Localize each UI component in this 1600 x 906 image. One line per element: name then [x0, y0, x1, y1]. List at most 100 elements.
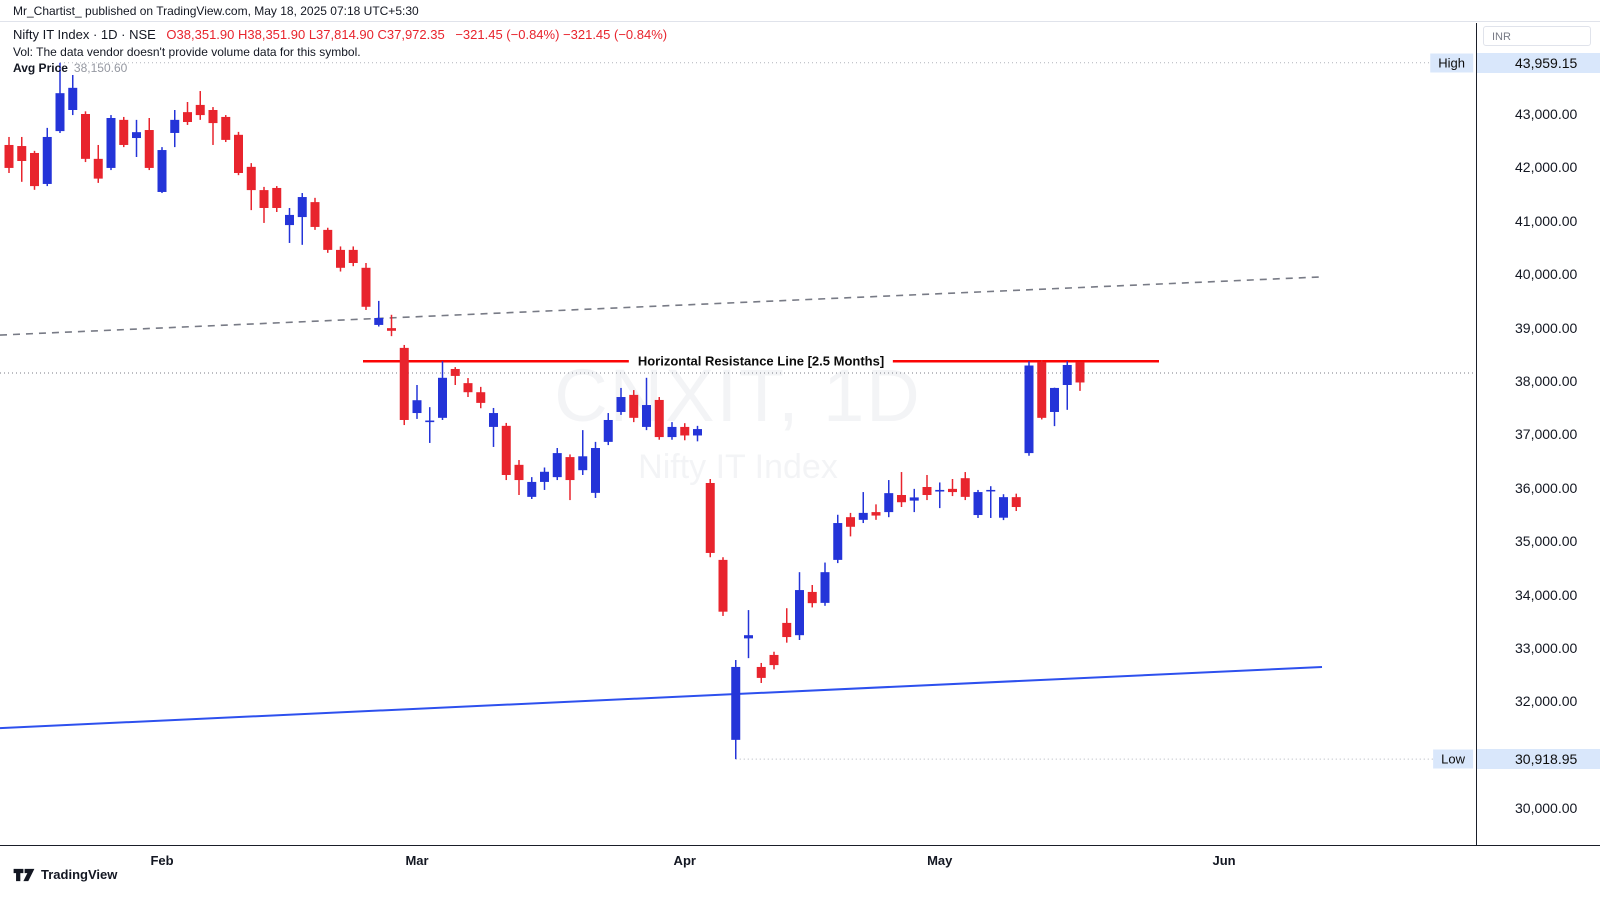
- price-tick-label: 39,000.00: [1515, 319, 1578, 336]
- tradingview-logo-icon: [13, 868, 35, 881]
- candle-body: [387, 328, 396, 331]
- candle-body: [93, 158, 103, 179]
- legend-ohlc: O38,351.90 H38,351.90 L37,814.90 C37,972…: [166, 27, 445, 42]
- candle-body: [81, 114, 90, 159]
- candle-body: [807, 591, 817, 604]
- candle-body: [731, 666, 741, 740]
- candle-body: [999, 497, 1008, 518]
- candle-body: [463, 383, 473, 393]
- candle-body: [527, 481, 537, 497]
- price-tick-label: 40,000.00: [1515, 266, 1578, 283]
- legend-avg-price-row: Avg Price 38,150.60: [13, 61, 667, 75]
- candle-body: [144, 130, 154, 168]
- price-tick-label: 41,000.00: [1515, 212, 1578, 229]
- candle-body: [4, 144, 14, 168]
- legend-change: −321.45 (−0.84%) −321.45 (−0.84%): [455, 27, 668, 42]
- candlestick-plot[interactable]: [0, 23, 1476, 845]
- candle-body: [769, 654, 779, 666]
- candle-body: [629, 394, 639, 418]
- candle-body: [846, 517, 855, 527]
- currency-badge[interactable]: INR: [1483, 26, 1591, 46]
- legend-volume-note: Vol: The data vendor doesn't provide vol…: [13, 45, 361, 59]
- low-value-pill: 30,918.95: [1477, 749, 1600, 770]
- month-tick-label-apr: Apr: [673, 853, 696, 868]
- candle-body: [667, 426, 677, 438]
- candle-body: [285, 214, 294, 226]
- candle-body: [1062, 364, 1072, 386]
- candle-body: [489, 413, 498, 427]
- candle-body: [578, 456, 588, 471]
- lower-support-trendline[interactable]: [0, 665, 1323, 730]
- upper-dashed-trendline[interactable]: [0, 276, 1323, 336]
- chart-canvas[interactable]: CNXIT, 1D Nifty IT Index Nifty IT Index …: [0, 23, 1476, 845]
- candle-body: [17, 146, 27, 161]
- candle-body: [157, 150, 167, 192]
- candle-body: [986, 489, 996, 492]
- price-tick-label: 34,000.00: [1515, 586, 1578, 603]
- candle-body: [336, 249, 345, 268]
- candle-body: [642, 405, 651, 427]
- month-tick-label-mar: Mar: [405, 853, 429, 868]
- candle-body: [246, 166, 256, 191]
- candle-body: [744, 635, 753, 639]
- candle-body: [680, 426, 690, 436]
- candle-body: [782, 622, 792, 638]
- month-tick-label-feb: Feb: [150, 853, 174, 868]
- candle-body: [30, 152, 39, 187]
- low-marker-label: Low: [1433, 749, 1473, 769]
- price-tick-label: 37,000.00: [1515, 426, 1578, 443]
- resistance-line-label[interactable]: Horizontal Resistance Line [2.5 Months]: [628, 353, 894, 369]
- candle-body: [552, 453, 562, 478]
- candle-body: [948, 488, 957, 493]
- tradingview-logo-text: TradingView: [41, 867, 118, 882]
- price-tick-label: 32,000.00: [1515, 693, 1578, 710]
- candle-body: [858, 512, 868, 520]
- snapshot-title: Mr_Chartist_ published on TradingView.co…: [0, 0, 1600, 22]
- candle-body: [833, 523, 843, 560]
- price-tick-label: 30,000.00: [1515, 800, 1578, 817]
- candle-body: [540, 471, 549, 482]
- candle-body: [170, 119, 180, 133]
- candle-body: [960, 478, 970, 497]
- high-value-pill: 43,959.15: [1477, 52, 1600, 73]
- candle-body: [935, 489, 945, 492]
- candle-body: [297, 197, 307, 218]
- candle-body: [195, 104, 205, 116]
- candle-body: [183, 112, 192, 123]
- candle-body: [348, 249, 358, 263]
- candle-body: [234, 134, 243, 174]
- time-axis[interactable]: Feb Mar Apr May Jun: [0, 845, 1600, 876]
- price-tick-label: 35,000.00: [1515, 533, 1578, 550]
- candle-body: [654, 399, 664, 438]
- candle-body: [565, 457, 575, 481]
- price-axis[interactable]: INR 43,959.15 30,918.95 43,000.00 42,000.…: [1476, 23, 1600, 845]
- candle-body: [272, 187, 282, 208]
- candle-body: [68, 87, 78, 110]
- candle-body: [425, 420, 435, 423]
- candle-body: [323, 229, 333, 250]
- candle-body: [374, 317, 384, 325]
- candle-body: [718, 559, 728, 612]
- candle-body: [501, 425, 511, 475]
- price-tick-label: 38,000.00: [1515, 373, 1578, 389]
- candle-body: [884, 493, 894, 513]
- avg-price-label: Avg Price: [13, 61, 68, 75]
- candle-body: [603, 419, 613, 442]
- avg-price-value: 38,150.60: [73, 61, 128, 75]
- candle-body: [259, 190, 269, 208]
- price-tick-label: 33,000.00: [1515, 640, 1578, 656]
- tradingview-branding[interactable]: TradingView: [13, 867, 117, 882]
- candle-body: [55, 93, 65, 132]
- candle-body: [42, 136, 52, 184]
- candle-body: [820, 572, 830, 603]
- candle-body: [450, 368, 460, 376]
- candle-body: [1024, 365, 1034, 454]
- candle-body: [897, 495, 906, 503]
- candle-body: [1011, 497, 1021, 508]
- price-tick-label: 36,000.00: [1515, 479, 1578, 496]
- candle-body: [922, 486, 932, 496]
- candle-body: [119, 119, 129, 145]
- candle-body: [361, 267, 371, 307]
- candle-body: [221, 116, 231, 140]
- candle-body: [1037, 362, 1047, 418]
